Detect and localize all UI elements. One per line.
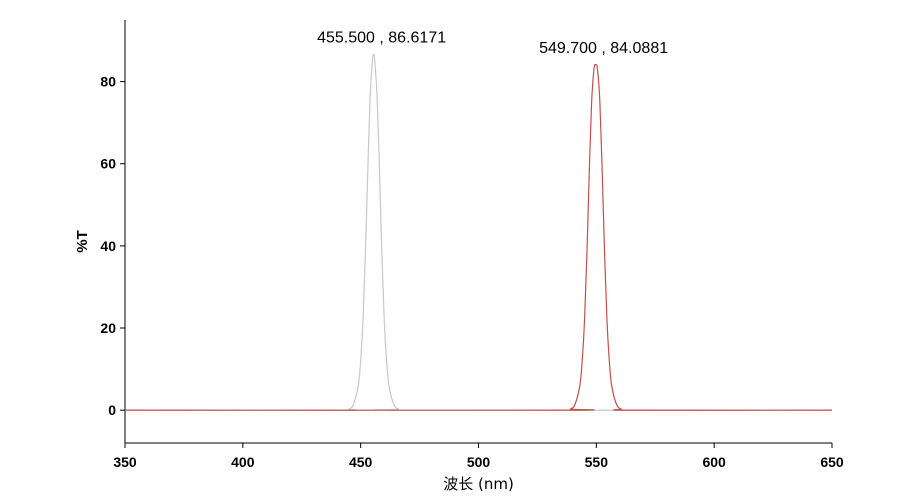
x-tick-label: 400 (231, 454, 255, 470)
annotations: 455.500 , 86.6171 549.700 , 84.0881 (317, 29, 668, 56)
x-tick-label: 550 (585, 454, 609, 470)
series-line-2 (124, 63, 833, 411)
y-axis-ticks: 0 20 40 60 80 (100, 74, 125, 418)
y-tick-label: 80 (100, 74, 116, 90)
y-tick-label: 60 (100, 156, 116, 172)
y-tick-label: 20 (100, 320, 116, 336)
x-tick-label: 650 (820, 454, 844, 470)
series-group (124, 53, 833, 411)
series-line-1 (124, 53, 833, 411)
peak-annotation: 455.500 , 86.6171 (317, 29, 446, 46)
y-axis-label: %T (74, 230, 91, 253)
peak-annotation: 549.700 , 84.0881 (539, 40, 668, 57)
axes (124, 20, 832, 444)
y-tick-label: 0 (108, 402, 116, 418)
x-axis-label: 波长 (nm) (443, 475, 514, 493)
x-axis-ticks: 350 400 450 500 550 600 650 (113, 443, 844, 470)
x-tick-label: 500 (467, 454, 491, 470)
y-tick-label: 40 (100, 238, 116, 254)
x-tick-label: 600 (702, 454, 726, 470)
x-tick-label: 450 (349, 454, 373, 470)
x-tick-label: 350 (113, 454, 137, 470)
